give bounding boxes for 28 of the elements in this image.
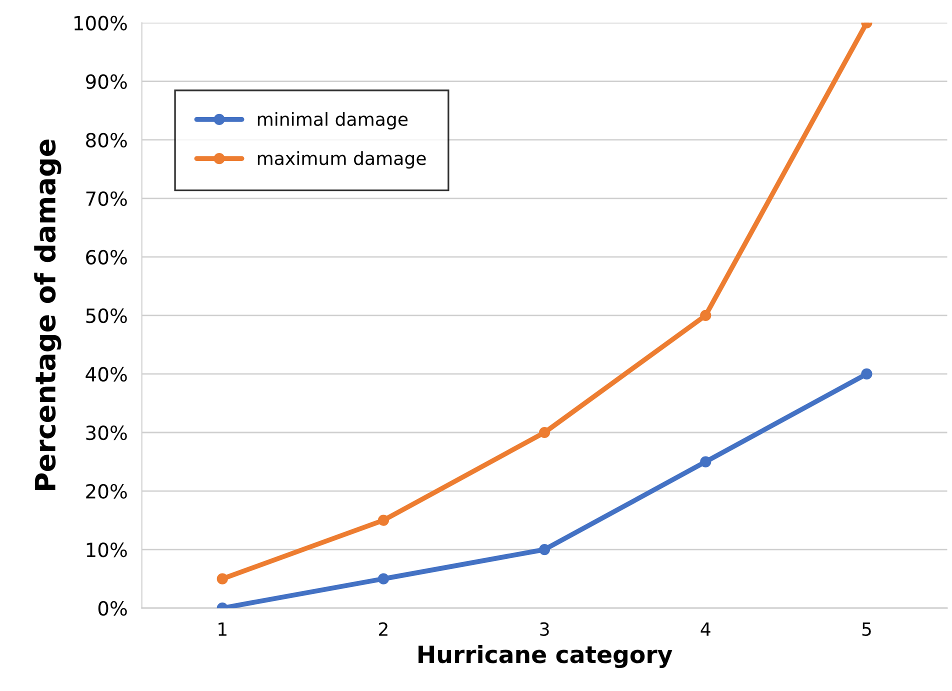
y-tick-label: 70% <box>86 191 127 206</box>
y-tick-label: 90% <box>86 74 127 89</box>
point <box>216 573 228 584</box>
x-tick-label: 3 <box>540 622 549 636</box>
point <box>378 514 390 526</box>
y-tick-label: 40% <box>86 366 127 382</box>
x-tick-label: 5 <box>862 622 871 636</box>
y-tick-label: 30% <box>86 425 127 440</box>
y-tick-label: 20% <box>86 484 127 499</box>
legend-label: maximum damage <box>258 151 426 169</box>
legend-label: minimal damage <box>258 112 408 130</box>
point <box>700 310 712 321</box>
y-axis-title: Percentage of damage <box>34 140 62 490</box>
point <box>861 368 872 380</box>
y-tick-label: 10% <box>86 542 127 558</box>
y-tick-label: 60% <box>86 250 127 265</box>
x-axis-title: Hurricane category <box>418 645 672 668</box>
y-tick-label: 80% <box>86 132 127 148</box>
point <box>378 573 390 584</box>
y-tick-label: 0% <box>98 601 127 616</box>
point <box>538 426 550 438</box>
point <box>700 456 712 468</box>
y-tick-label: 50% <box>86 308 127 324</box>
x-tick-label: 1 <box>218 622 226 636</box>
y-tick-label: 100% <box>74 16 127 30</box>
x-tick-label: 4 <box>700 622 710 636</box>
point <box>538 544 550 556</box>
x-tick-label: 2 <box>379 622 388 636</box>
